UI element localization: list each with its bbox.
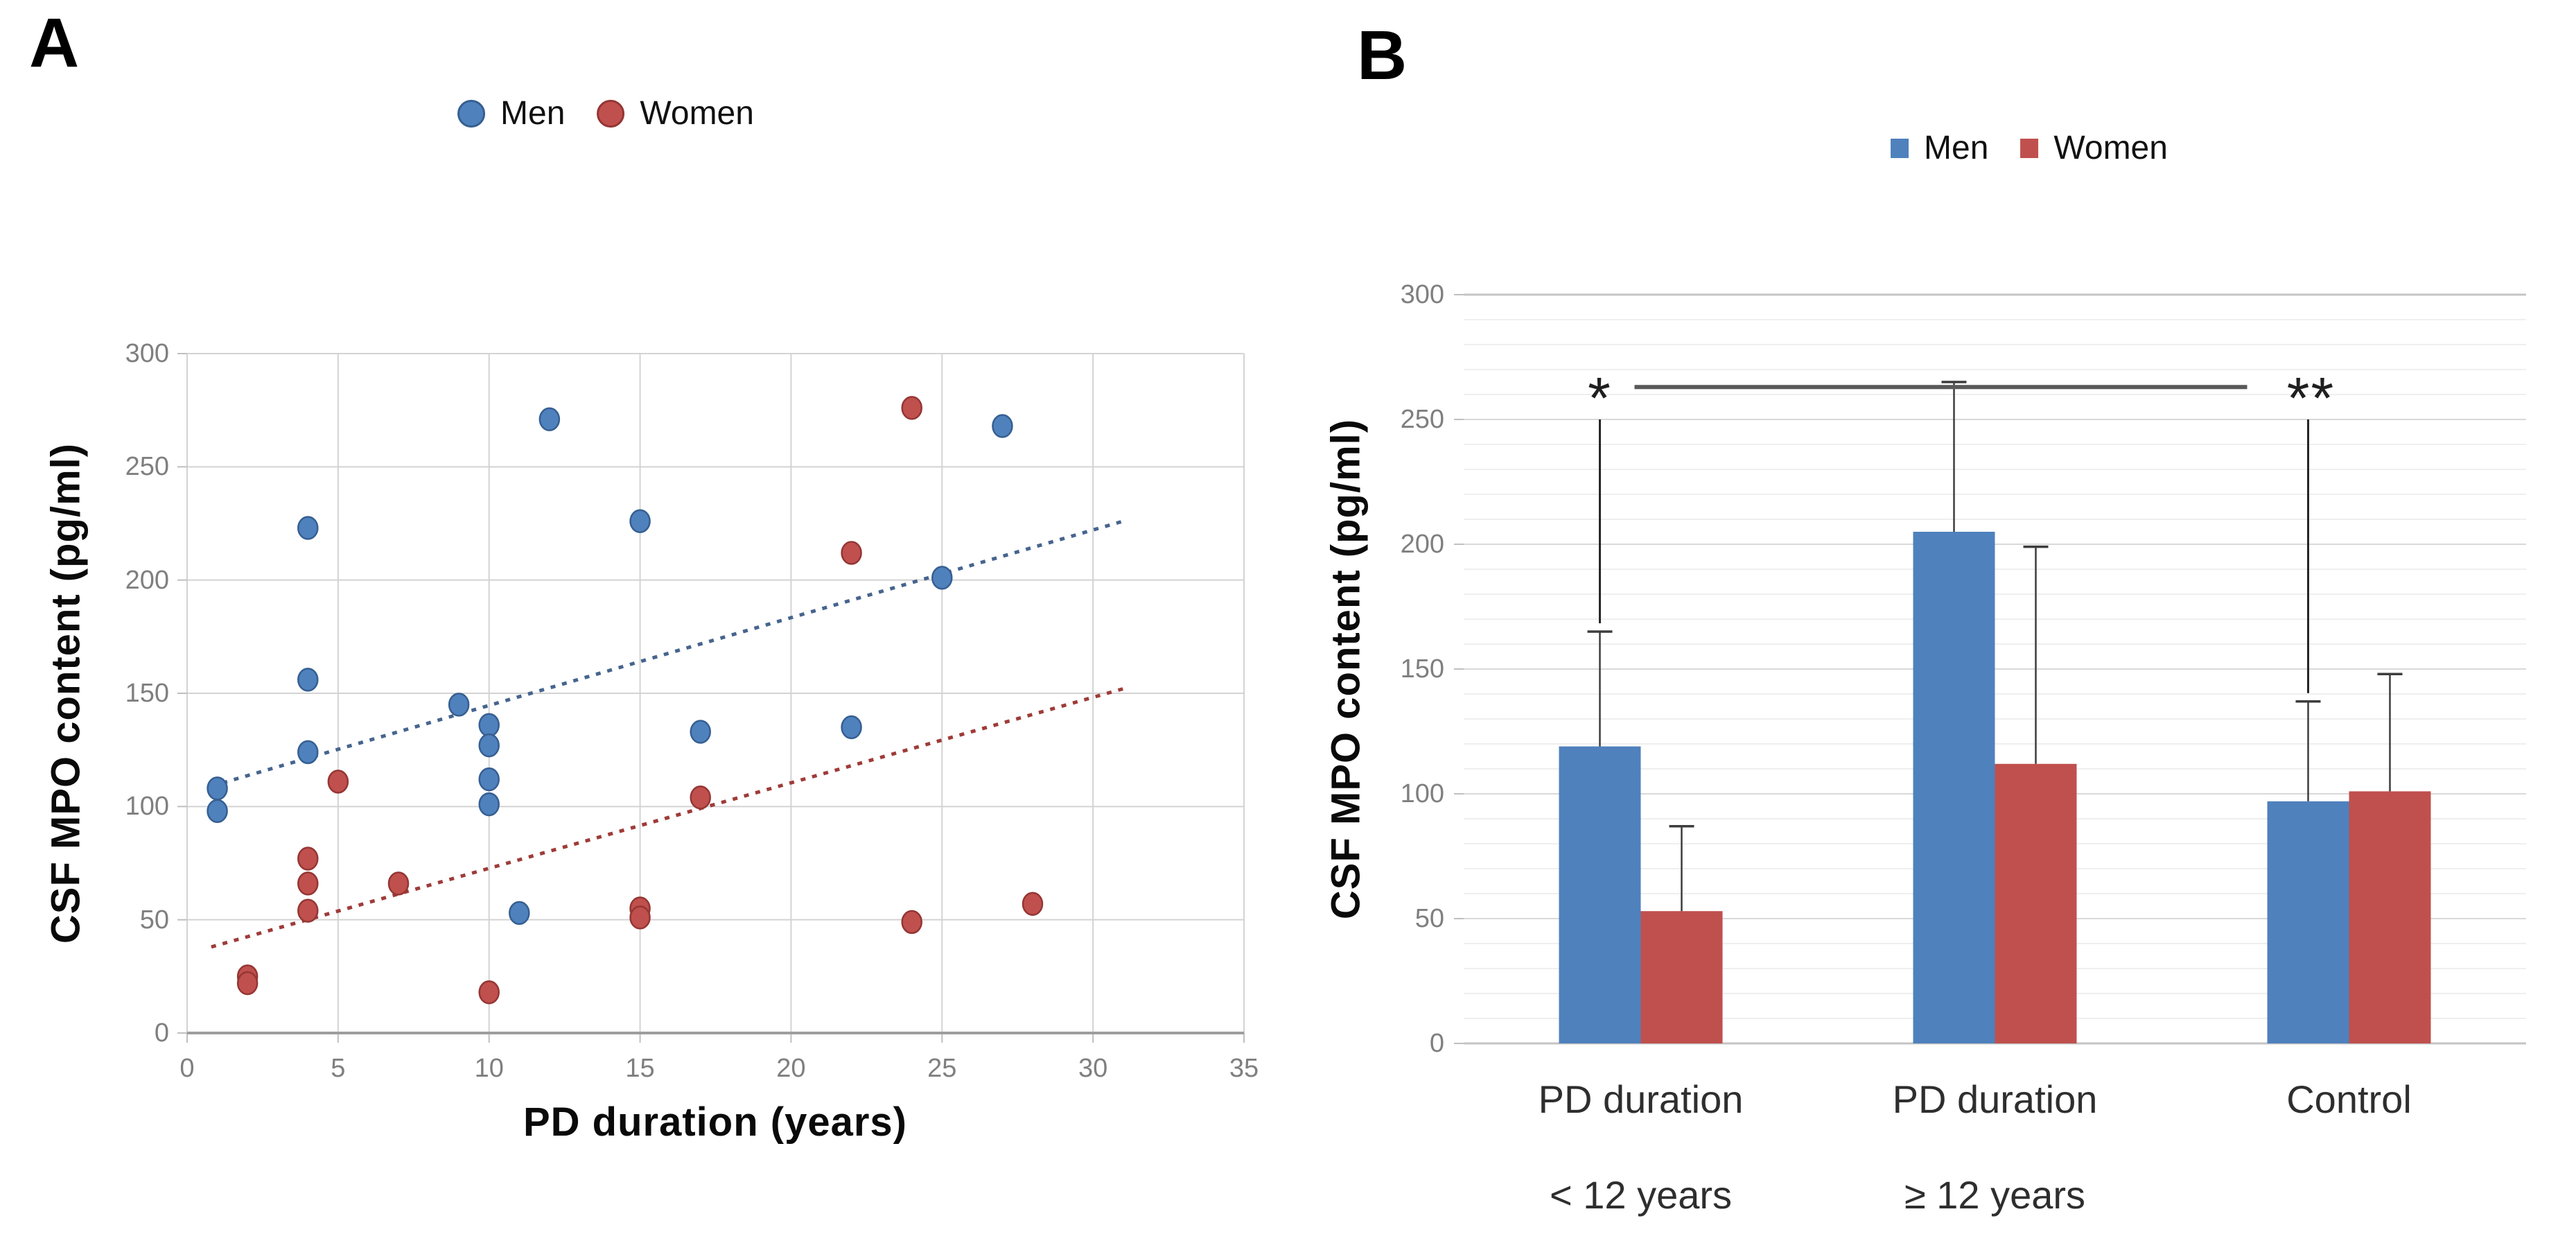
scatter-point-women: [327, 770, 349, 794]
scatter-point-women: [297, 847, 319, 871]
scatter-point-women: [841, 541, 862, 565]
bar-women-0: [1640, 911, 1723, 1043]
scatter-point-women: [387, 871, 410, 896]
scatter-point-women: [297, 899, 319, 923]
scatter-point-men: [207, 776, 228, 801]
scatter-point-women: [236, 971, 259, 996]
scatter-point-women: [629, 905, 651, 930]
scatter-point-men: [538, 407, 561, 431]
trendline-men: [211, 519, 1124, 788]
bar-men-0: [1559, 746, 1641, 1043]
trendline-women: [211, 687, 1124, 949]
scatter-point-men: [207, 799, 228, 824]
scatter-point-men: [297, 668, 319, 692]
scatter-point-women: [1022, 892, 1044, 917]
scatter-point-men: [841, 715, 862, 740]
scatter-point-women: [901, 910, 922, 935]
scatter-point-women: [690, 786, 711, 810]
scatter-point-men: [297, 516, 319, 540]
bar-men-1: [1913, 532, 1995, 1043]
scatter-point-men: [690, 720, 711, 744]
bar-women-2: [2349, 791, 2431, 1043]
scatter-point-women: [478, 980, 500, 1005]
scatter-point-men: [478, 733, 500, 758]
scatter-point-men: [931, 566, 953, 590]
scatter-point-men: [448, 693, 470, 717]
scatter-point-men: [478, 767, 500, 792]
scatter-point-men: [992, 414, 1013, 438]
bar-women-1: [1995, 763, 2077, 1043]
scatter-point-men: [509, 901, 530, 926]
scatter-point-men: [478, 713, 500, 737]
scatter-point-men: [629, 509, 651, 533]
bar-men-2: [2267, 801, 2349, 1043]
scatter-point-men: [478, 792, 500, 817]
scatter-point-women: [901, 396, 922, 420]
scatter-point-women: [297, 871, 319, 896]
scatter-point-men: [297, 740, 319, 765]
